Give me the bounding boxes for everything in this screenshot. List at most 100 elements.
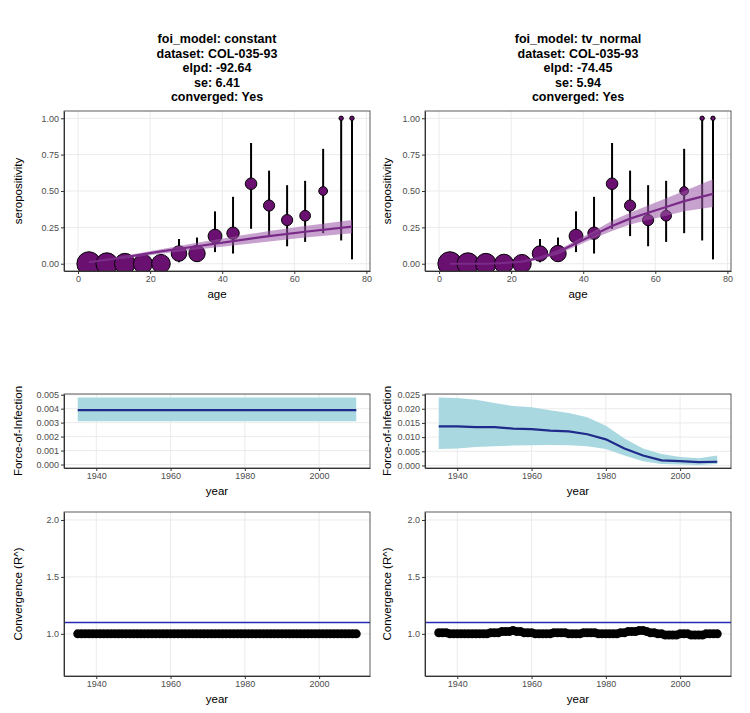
y-tick: 0.00 — [402, 259, 425, 269]
error-bar — [701, 118, 703, 240]
y-tick-label: 1.5 — [46, 572, 59, 582]
y-tick-label: 0.020 — [397, 404, 420, 414]
panel — [425, 111, 731, 276]
x-axis: 1940196019802000 — [65, 676, 371, 689]
x-axis: 020406080 — [426, 271, 733, 284]
point — [624, 200, 635, 211]
grid — [64, 394, 370, 468]
y-tick: 0.75 — [402, 150, 425, 160]
x-tick: 1960 — [522, 676, 542, 689]
x-tick-label: 60 — [651, 274, 661, 284]
y-tick-label: 0.50 — [41, 186, 59, 196]
y-tick: 0.004 — [36, 404, 64, 414]
ribbon — [439, 397, 718, 464]
plot-background — [64, 111, 370, 271]
grid — [425, 111, 731, 271]
x-tick: 2000 — [310, 468, 330, 481]
x-tick-label: 1980 — [596, 679, 616, 689]
x-tick: 1960 — [161, 468, 181, 481]
y-grid-line — [64, 519, 370, 520]
y-axis-line — [425, 112, 426, 272]
y-tick: 0.000 — [36, 460, 64, 470]
panel-title: dataset: COL-035-93 — [518, 47, 639, 61]
plot-background — [425, 512, 731, 676]
y-grid-line — [64, 422, 370, 423]
x-tick-label: 1980 — [235, 679, 255, 689]
x-axis-title: year — [206, 485, 229, 497]
y-axis-line — [64, 112, 65, 272]
x-tick: 40 — [218, 271, 228, 284]
y-tick-mark — [422, 409, 425, 410]
y-tick-mark — [422, 520, 425, 521]
x-axis-line — [426, 271, 732, 272]
x-grid-line — [319, 512, 320, 676]
panel-title: dataset: COL-035-93 — [157, 47, 278, 61]
x-tick-label: 1960 — [522, 471, 542, 481]
x-tick: 0 — [76, 271, 81, 284]
y-tick-label: 1.5 — [407, 572, 420, 582]
y-tick-mark — [422, 191, 425, 192]
y-tick-mark — [422, 423, 425, 424]
x-axis-line — [65, 676, 371, 677]
y-tick: 0.50 — [402, 186, 425, 196]
y-tick-label: 0.005 — [36, 390, 59, 400]
x-axis-line — [65, 468, 371, 469]
y-tick-label: 0.75 — [402, 150, 420, 160]
y-axis: 0.0000.0010.0020.0030.0040.005 — [36, 390, 64, 470]
point — [300, 210, 311, 221]
y-tick-label: 0.75 — [41, 150, 59, 160]
y-tick-mark — [422, 395, 425, 396]
y-axis-title: seropositivity — [12, 158, 24, 225]
y-tick-mark — [422, 465, 425, 466]
x-tick-label: 1940 — [448, 471, 468, 481]
y-tick-label: 2.0 — [407, 515, 420, 525]
y-axis-title: Force-of-Infection — [381, 386, 393, 476]
x-axis: 1940196019802000 — [426, 676, 732, 689]
panel — [64, 394, 370, 468]
x-tick-label: 1980 — [235, 471, 255, 481]
x-tick: 1940 — [448, 676, 468, 689]
x-tick-label: 1960 — [161, 679, 181, 689]
y-axis-line — [425, 395, 426, 469]
x-tick: 0 — [437, 271, 442, 284]
x-tick-label: 1980 — [596, 471, 616, 481]
y-axis-line — [425, 513, 426, 677]
y-tick-label: 0.003 — [36, 418, 59, 428]
panel-border — [425, 394, 731, 468]
plot-background — [425, 394, 731, 468]
y-tick: 1.00 — [402, 114, 425, 124]
point — [350, 116, 354, 120]
y-tick: 2.0 — [46, 515, 64, 525]
x-grid-line — [170, 512, 171, 676]
line — [439, 426, 718, 462]
y-tick: 0.005 — [36, 390, 64, 400]
y-axis-title: Force-of-Infection — [12, 386, 24, 476]
x-tick-label: 20 — [507, 274, 517, 284]
y-tick-label: 0.015 — [397, 418, 420, 428]
panel-title: foi_model: tv_normal — [515, 32, 641, 46]
x-tick: 2000 — [671, 468, 691, 481]
y-tick: 0.25 — [41, 223, 64, 233]
x-axis-line — [65, 271, 371, 272]
y-tick-label: 0.025 — [397, 390, 420, 400]
x-tick-label: 1940 — [87, 471, 107, 481]
y-tick-label: 0.002 — [36, 432, 59, 442]
ribbon — [89, 220, 352, 262]
y-tick-label: 0.00 — [41, 259, 59, 269]
x-grid-line — [531, 512, 532, 676]
panel-title: elpd: -74.45 — [544, 61, 613, 75]
panel-title: elpd: -92.64 — [183, 61, 252, 75]
y-tick-mark — [61, 465, 64, 466]
y-tick-mark — [422, 437, 425, 438]
x-grid-line — [457, 512, 458, 676]
line — [89, 227, 352, 263]
y-tick-mark — [61, 118, 64, 119]
panel-border — [425, 512, 731, 676]
ribbon — [450, 179, 713, 263]
point — [152, 254, 171, 271]
x-axis-line — [426, 468, 732, 469]
panel-title: se: 5.94 — [555, 76, 601, 90]
x-tick-label: 0 — [437, 274, 442, 284]
point — [245, 178, 257, 190]
x-tick: 1980 — [596, 676, 616, 689]
